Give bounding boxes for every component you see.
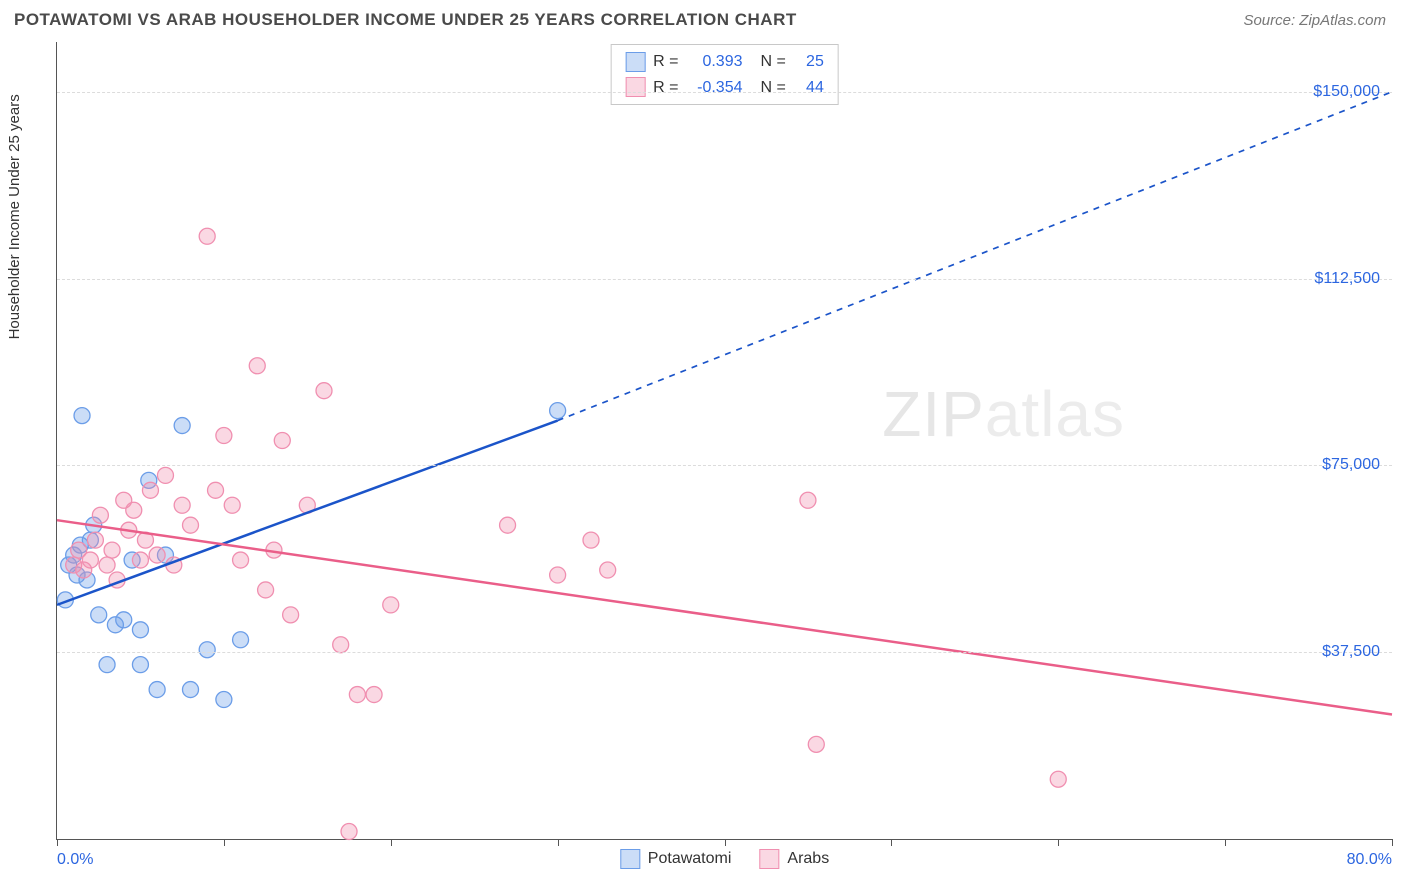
x-max-label: 80.0% — [1347, 851, 1392, 869]
data-point — [99, 657, 115, 673]
x-min-label: 0.0% — [57, 851, 93, 869]
swatch-arabs — [625, 77, 645, 97]
data-point — [157, 467, 173, 483]
x-tick — [1392, 839, 1393, 846]
r-value-arabs: -0.354 — [687, 75, 743, 101]
legend-swatch-arabs — [759, 849, 779, 869]
y-tick-label: $75,000 — [1322, 456, 1380, 474]
gridline — [57, 92, 1392, 93]
data-point — [132, 552, 148, 568]
data-point — [550, 567, 566, 583]
n-value-arabs: 44 — [794, 75, 824, 101]
data-point — [82, 552, 98, 568]
gridline — [57, 465, 1392, 466]
data-point — [349, 687, 365, 703]
data-point — [224, 497, 240, 513]
x-tick — [558, 839, 559, 846]
n-label: N = — [761, 49, 786, 75]
data-point — [1050, 771, 1066, 787]
legend-item-potawatomi: Potawatomi — [620, 849, 732, 869]
y-tick-label: $37,500 — [1322, 643, 1380, 661]
data-point — [333, 637, 349, 653]
gridline — [57, 652, 1392, 653]
data-point — [174, 418, 190, 434]
r-label: R = — [653, 49, 678, 75]
data-point — [208, 482, 224, 498]
data-point — [808, 736, 824, 752]
data-point — [183, 682, 199, 698]
stats-row-arabs: R = -0.354 N = 44 — [625, 75, 824, 101]
data-point — [92, 507, 108, 523]
x-tick — [1058, 839, 1059, 846]
x-tick — [224, 839, 225, 846]
data-point — [274, 433, 290, 449]
chart-area: Householder Income Under 25 years ZIPatl… — [14, 42, 1392, 882]
data-point — [104, 542, 120, 558]
data-point — [216, 692, 232, 708]
y-tick-label: $150,000 — [1313, 83, 1380, 101]
stats-row-potawatomi: R = 0.393 N = 25 — [625, 49, 824, 75]
legend-item-arabs: Arabs — [759, 849, 829, 869]
data-point — [366, 687, 382, 703]
x-tick — [1225, 839, 1226, 846]
x-tick — [725, 839, 726, 846]
legend: Potawatomi Arabs — [620, 849, 829, 869]
x-tick — [891, 839, 892, 846]
data-point — [199, 228, 215, 244]
x-tick — [57, 839, 58, 846]
plot-svg — [57, 42, 1392, 839]
data-point — [126, 502, 142, 518]
data-point — [216, 428, 232, 444]
data-point — [132, 622, 148, 638]
data-point — [116, 612, 132, 628]
data-point — [249, 358, 265, 374]
data-point — [174, 497, 190, 513]
gridline — [57, 279, 1392, 280]
chart-title: POTAWATOMI VS ARAB HOUSEHOLDER INCOME UN… — [14, 10, 797, 30]
data-point — [550, 403, 566, 419]
data-point — [87, 532, 103, 548]
data-point — [316, 383, 332, 399]
stats-box: R = 0.393 N = 25 R = -0.354 N = 44 — [610, 44, 839, 105]
data-point — [258, 582, 274, 598]
data-point — [199, 642, 215, 658]
trend-line — [57, 520, 1392, 714]
r-label: R = — [653, 75, 678, 101]
data-point — [74, 408, 90, 424]
data-point — [383, 597, 399, 613]
trend-line-dashed — [558, 92, 1392, 421]
r-value-potawatomi: 0.393 — [687, 49, 743, 75]
legend-label-potawatomi: Potawatomi — [648, 850, 732, 868]
y-tick-label: $112,500 — [1314, 270, 1380, 288]
legend-label-arabs: Arabs — [787, 850, 829, 868]
data-point — [149, 547, 165, 563]
n-label: N = — [761, 75, 786, 101]
data-point — [583, 532, 599, 548]
data-point — [800, 492, 816, 508]
x-tick — [391, 839, 392, 846]
data-point — [142, 482, 158, 498]
data-point — [233, 632, 249, 648]
source-label: Source: ZipAtlas.com — [1243, 12, 1386, 29]
data-point — [183, 517, 199, 533]
legend-swatch-potawatomi — [620, 849, 640, 869]
n-value-potawatomi: 25 — [794, 49, 824, 75]
data-point — [149, 682, 165, 698]
data-point — [500, 517, 516, 533]
y-axis-label: Householder Income Under 25 years — [6, 94, 23, 339]
data-point — [600, 562, 616, 578]
swatch-potawatomi — [625, 52, 645, 72]
data-point — [283, 607, 299, 623]
header: POTAWATOMI VS ARAB HOUSEHOLDER INCOME UN… — [0, 0, 1406, 36]
data-point — [99, 557, 115, 573]
data-point — [341, 824, 357, 840]
plot-region: ZIPatlas R = 0.393 N = 25 R = -0.354 N =… — [56, 42, 1392, 840]
data-point — [132, 657, 148, 673]
data-point — [233, 552, 249, 568]
data-point — [91, 607, 107, 623]
